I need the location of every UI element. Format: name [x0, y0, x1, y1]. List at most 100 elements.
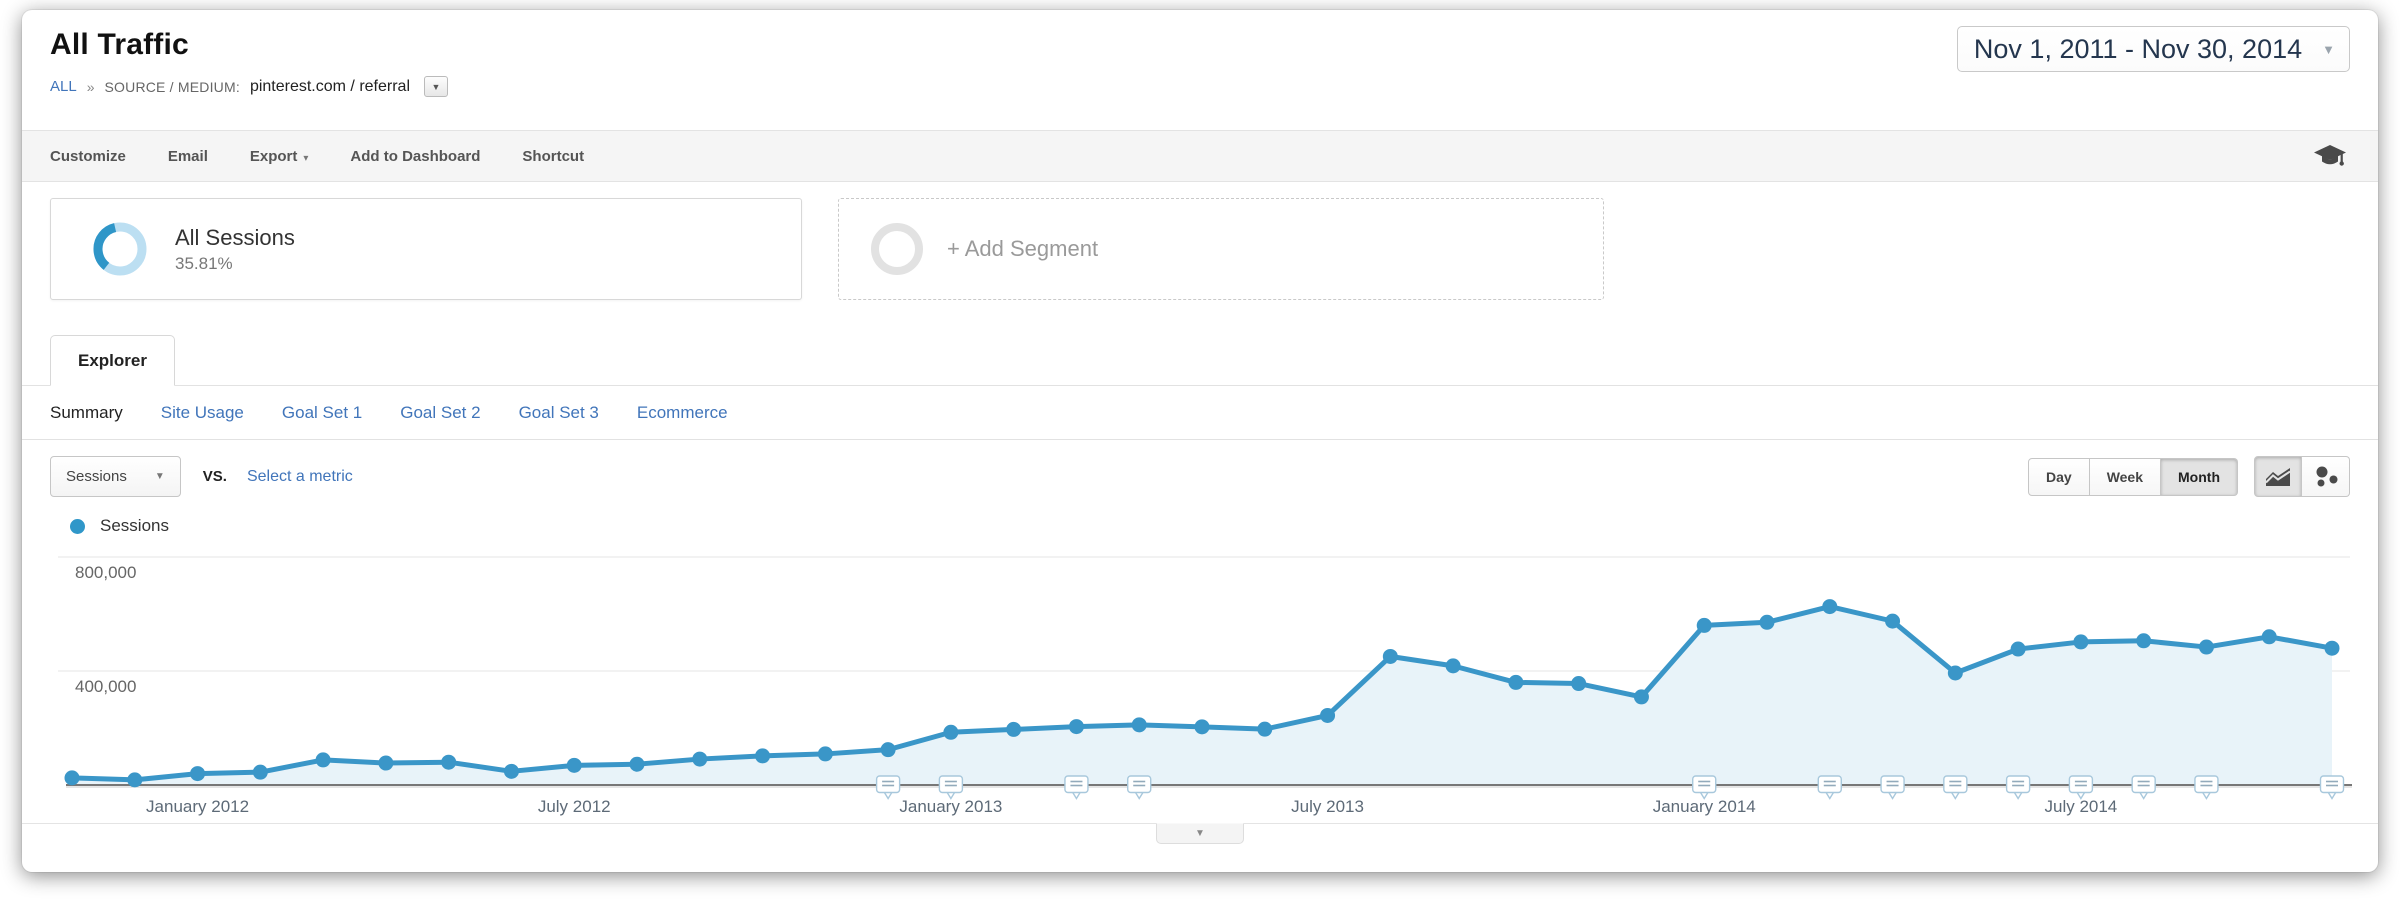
annotation-bubble-icon-mar-2013[interactable] — [1064, 775, 1089, 800]
toolbar-item-export[interactable]: Export ▾ — [249, 147, 309, 165]
annotation-bubble-icon-jan-2014[interactable] — [1692, 775, 1717, 800]
data-point-nov-2014[interactable] — [2324, 640, 2340, 656]
data-point-sep-2012[interactable] — [692, 751, 708, 767]
data-point-nov-2012[interactable] — [817, 746, 833, 762]
data-point-jul-2014[interactable] — [2073, 634, 2089, 650]
y-axis-tick-label: 400,000 — [75, 677, 136, 696]
add-segment-label: + Add Segment — [947, 236, 1099, 261]
chart-controls: Sessions ▼ VS. Select a metric Day Week Mo… — [22, 440, 2378, 505]
subtab-goal-set-2[interactable]: Goal Set 2 — [400, 402, 481, 422]
data-point-jun-2012[interactable] — [503, 763, 519, 779]
toolbar: Customize Email Export ▾ Add to Dashboard Sho… — [22, 130, 2378, 182]
data-point-feb-2012[interactable] — [252, 764, 268, 780]
data-point-jan-2012[interactable] — [190, 766, 206, 782]
data-point-apr-2014[interactable] — [1885, 613, 1901, 629]
granularity-buttons: Day Week Month — [2028, 457, 2238, 496]
data-point-dec-2012[interactable] — [880, 742, 896, 758]
segment-texts: All Sessions 35.81% — [175, 225, 295, 274]
data-point-oct-2014[interactable] — [2261, 629, 2277, 645]
data-point-may-2013[interactable] — [1194, 719, 1210, 735]
vs-label: VS. — [202, 468, 227, 485]
x-axis-tick-label: July 2013 — [1291, 797, 1364, 816]
data-point-jan-2014[interactable] — [1696, 617, 1712, 633]
data-point-feb-2013[interactable] — [1006, 721, 1022, 737]
data-point-aug-2014[interactable] — [2136, 633, 2152, 649]
analytics-report-card: All Traffic Nov 1, 2011 - Nov 30, 2014 ▼… — [22, 10, 2378, 872]
data-point-aug-2013[interactable] — [1382, 648, 1398, 664]
subtab-site-usage[interactable]: Site Usage — [160, 402, 244, 422]
data-point-apr-2012[interactable] — [378, 755, 394, 771]
toolbar-item-customize[interactable]: Customize — [50, 147, 126, 165]
add-segment-button[interactable]: + Add Segment — [838, 198, 1604, 300]
annotation-bubble-icon-sep-2014[interactable] — [2194, 775, 2219, 800]
annotation-bubble-icon-jan-2013[interactable] — [938, 775, 964, 800]
data-point-mar-2014[interactable] — [1822, 599, 1838, 615]
chart-canvas[interactable]: 400,000 800,000 January 2012 July 2012 Janua… — [22, 541, 2378, 823]
x-axis-tick-label: January 2013 — [899, 797, 1002, 816]
breadcrumb: ALL » SOURCE / MEDIUM: pinterest.com / r… — [50, 76, 2350, 97]
motion-chart-button[interactable] — [2302, 456, 2350, 497]
data-point-nov-2011[interactable] — [64, 770, 80, 786]
annotation-bubble-icon-aug-2014[interactable] — [2131, 775, 2156, 800]
data-point-jul-2013[interactable] — [1320, 707, 1336, 723]
week-button[interactable]: Week — [2089, 457, 2162, 496]
sessions-chart[interactable]: 400,000 800,000 January 2012 July 2012 Janua… — [22, 541, 2378, 823]
data-point-feb-2014[interactable] — [1759, 614, 1775, 630]
annotation-bubble-icon-jun-2014[interactable] — [2005, 775, 2031, 800]
data-point-mar-2012[interactable] — [315, 752, 331, 768]
data-point-aug-2012[interactable] — [629, 756, 645, 772]
report-header: All Traffic Nov 1, 2011 - Nov 30, 2014 ▼… — [22, 10, 2378, 130]
data-point-oct-2013[interactable] — [1508, 674, 1524, 690]
data-point-may-2012[interactable] — [441, 754, 457, 770]
breadcrumb-separator: » — [86, 78, 95, 95]
select-a-metric-link[interactable]: Select a metric — [246, 467, 353, 485]
metric-select[interactable]: Sessions ▼ — [50, 456, 181, 497]
day-button[interactable]: Day — [2028, 457, 2090, 496]
data-point-oct-2012[interactable] — [755, 748, 771, 764]
annotation-bubble-icon-apr-2013[interactable] — [1127, 775, 1152, 800]
data-point-jan-2013[interactable] — [943, 724, 959, 740]
x-axis-tick-label: July 2014 — [2044, 797, 2117, 816]
data-point-apr-2013[interactable] — [1131, 717, 1147, 733]
subtab-goal-set-3[interactable]: Goal Set 3 — [518, 402, 599, 422]
annotation-bubble-icon-jul-2014[interactable] — [2068, 775, 2094, 800]
data-point-jun-2014[interactable] — [2010, 641, 2026, 657]
data-point-dec-2013[interactable] — [1633, 689, 1649, 705]
data-point-jun-2013[interactable] — [1257, 721, 1273, 737]
annotation-bubble-icon-mar-2014[interactable] — [1817, 775, 1842, 800]
annotation-bubble-icon-nov-2014[interactable] — [2319, 775, 2345, 800]
data-point-sep-2013[interactable] — [1445, 658, 1461, 674]
chevron-down-icon: ▾ — [303, 152, 309, 164]
data-point-mar-2013[interactable] — [1068, 719, 1084, 735]
toolbar-item-email[interactable]: Email — [167, 147, 208, 165]
data-point-may-2014[interactable] — [1947, 665, 1963, 681]
annotation-bubble-icon-may-2014[interactable] — [1943, 775, 1968, 800]
toolbar-item-add-to-dashboard[interactable]: Add to Dashboard — [350, 147, 481, 165]
annotations-pull-tab[interactable]: ▼ — [1156, 823, 1244, 844]
annotation-bubble-icon-dec-2012[interactable] — [875, 775, 901, 800]
data-point-nov-2013[interactable] — [1571, 676, 1587, 692]
x-axis-tick-label: January 2014 — [1653, 797, 1756, 816]
date-range-picker[interactable]: Nov 1, 2011 - Nov 30, 2014 ▼ — [1956, 26, 2350, 72]
x-axis-tick-label: January 2012 — [146, 797, 249, 816]
subtab-summary[interactable]: Summary — [50, 402, 123, 422]
breadcrumb-all-link[interactable]: ALL — [50, 78, 77, 95]
line-chart-button[interactable] — [2254, 456, 2302, 497]
education-button[interactable] — [2312, 143, 2348, 170]
month-button[interactable]: Month — [2161, 457, 2238, 496]
data-point-dec-2011[interactable] — [127, 772, 143, 788]
segment-percent: 35.81% — [175, 253, 233, 273]
data-point-jul-2012[interactable] — [566, 757, 582, 773]
data-point-sep-2014[interactable] — [2198, 639, 2214, 655]
subtab-ecommerce[interactable]: Ecommerce — [636, 402, 728, 422]
annotation-bubble-icon-apr-2014[interactable] — [1880, 775, 1905, 800]
toolbar-item-shortcut[interactable]: Shortcut — [522, 147, 585, 165]
tab-explorer[interactable]: Explorer — [50, 335, 175, 386]
segments-bar: All Sessions 35.81% + Add Segment — [22, 182, 2378, 314]
chevron-down-icon: ▼ — [431, 81, 441, 92]
subtab-goal-set-1[interactable]: Goal Set 1 — [281, 402, 363, 422]
toolbar-items: Customize Email Export ▾ Add to Dashboard Sho… — [50, 148, 584, 165]
breadcrumb-dropdown-button[interactable]: ▼ — [424, 76, 448, 97]
segment-all-sessions[interactable]: All Sessions 35.81% — [50, 198, 802, 300]
line-chart-icon — [2265, 467, 2291, 486]
